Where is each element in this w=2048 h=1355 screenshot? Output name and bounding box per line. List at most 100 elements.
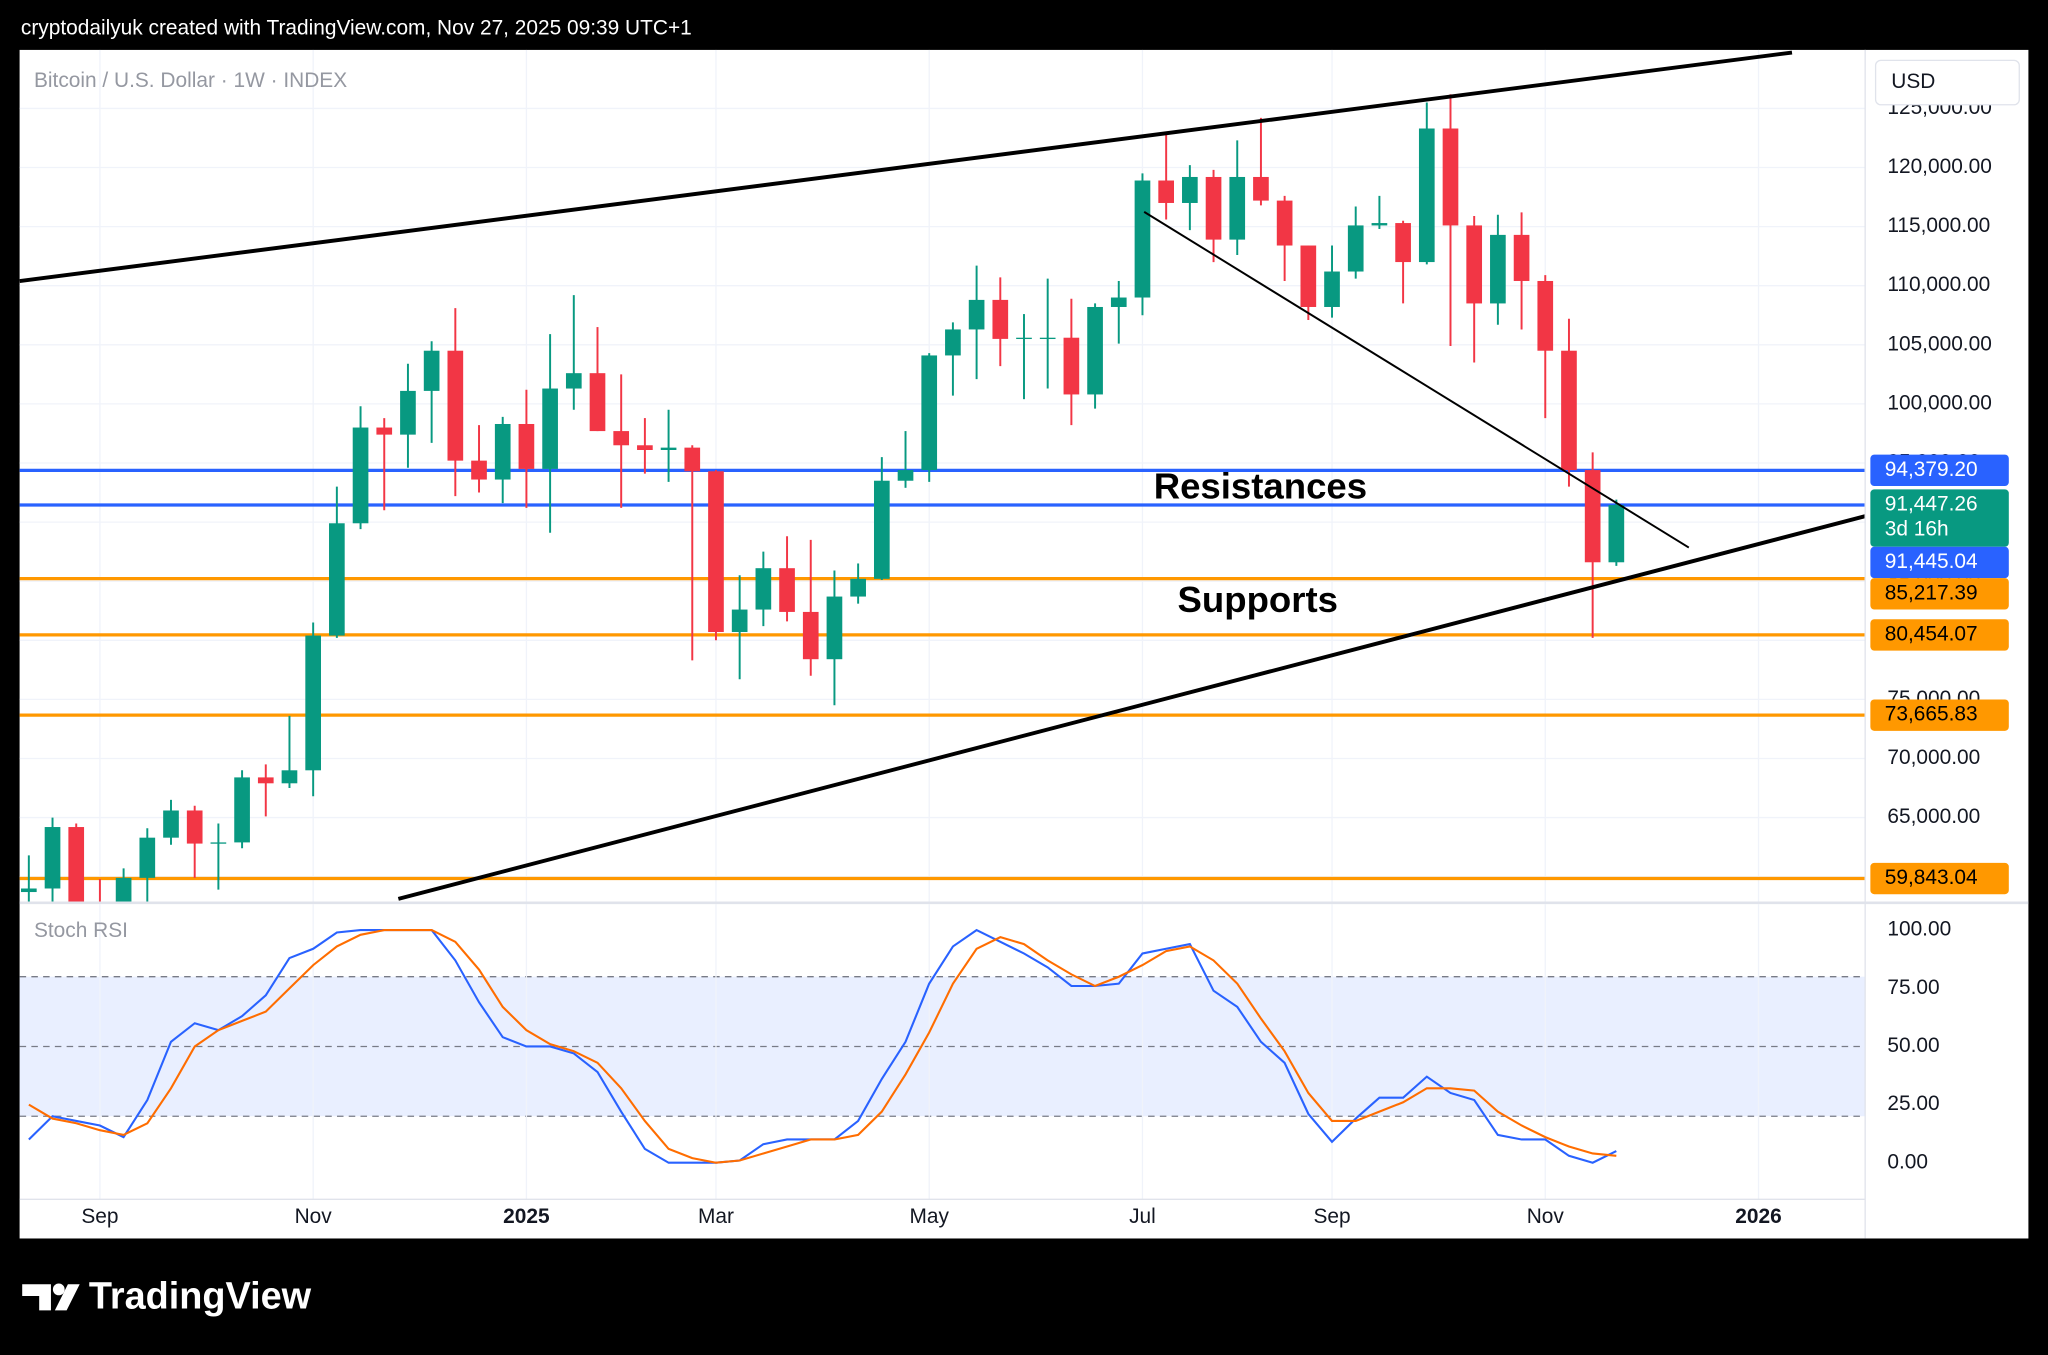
x-tick-label: Sep xyxy=(1313,1205,1350,1228)
candle-body xyxy=(376,427,393,435)
y-tick-label: 110,000.00 xyxy=(1887,273,1990,296)
x-tick-label: Nov xyxy=(295,1205,333,1228)
candle-body xyxy=(1110,297,1127,307)
candle-body xyxy=(826,596,843,660)
candle-body xyxy=(945,329,961,356)
candle-body xyxy=(471,460,487,480)
candle-body xyxy=(850,578,866,597)
last-price-box xyxy=(1870,489,2009,547)
candle-body xyxy=(637,445,653,450)
logo-shape xyxy=(54,1284,80,1311)
y-tick-label: 120,000.00 xyxy=(1887,155,1991,178)
candle-body xyxy=(660,447,677,450)
candle-body xyxy=(115,877,132,902)
logo-shape xyxy=(22,1284,51,1311)
candle-body xyxy=(1253,176,1269,201)
candle-body xyxy=(1418,128,1435,263)
candle-body xyxy=(992,299,1009,339)
y-tick-label: 65,000.00 xyxy=(1887,805,1980,828)
x-tick-label: Nov xyxy=(1527,1205,1565,1228)
y-tick-label: 100.00 xyxy=(1887,918,1951,941)
main-pane xyxy=(19,49,1866,902)
candle-body xyxy=(1395,223,1411,263)
candle-body xyxy=(186,810,203,844)
candle-body xyxy=(1347,225,1364,272)
candle-body xyxy=(139,837,156,878)
candle-body xyxy=(400,390,416,435)
brand-logo xyxy=(22,1283,80,1311)
candle-body xyxy=(708,471,724,633)
candle-body xyxy=(305,635,322,771)
candle-body xyxy=(1371,223,1388,226)
candle-body xyxy=(1300,245,1317,307)
candle-body xyxy=(802,611,819,660)
currency-button[interactable] xyxy=(1874,59,2020,106)
candle-body xyxy=(921,355,938,471)
indicator-title: Stoch RSI xyxy=(34,919,128,942)
candle-body xyxy=(1442,128,1459,226)
candle-body xyxy=(423,350,440,391)
y-tick-label: 105,000.00 xyxy=(1887,332,1991,355)
candle-body xyxy=(1182,176,1198,203)
level-box xyxy=(1870,546,2009,579)
level-box xyxy=(1870,619,2009,651)
x-tick-label: 2026 xyxy=(1735,1205,1781,1228)
level-label: 59,843.04 xyxy=(1885,866,1978,889)
candle-body xyxy=(1324,271,1340,307)
candle-body xyxy=(1229,176,1246,240)
level-box xyxy=(1870,454,2009,487)
candle-body xyxy=(1134,180,1151,298)
candle-body xyxy=(1561,350,1577,471)
candle-body xyxy=(1537,280,1554,351)
candle-body xyxy=(447,350,464,461)
level-label: 80,454.07 xyxy=(1885,622,1978,645)
candle-body xyxy=(234,777,250,843)
candle-body xyxy=(1205,176,1222,240)
candle-body xyxy=(494,423,511,480)
candle-body xyxy=(1039,337,1056,340)
candle-body xyxy=(542,388,558,469)
candle-body xyxy=(1087,306,1103,395)
x-tick-label: May xyxy=(909,1205,949,1228)
x-tick-label: Sep xyxy=(81,1205,118,1228)
candle-body xyxy=(613,431,630,446)
descending-trendline xyxy=(1143,211,1690,549)
lower-trendline xyxy=(397,514,1866,901)
y-tick-label: 100,000.00 xyxy=(1887,391,1991,414)
candle-body xyxy=(1490,234,1506,304)
candle-body xyxy=(1608,504,1625,563)
level-box xyxy=(1870,699,2009,731)
y-tick-label: 0.00 xyxy=(1887,1150,1928,1173)
x-tick-label: Mar xyxy=(698,1205,734,1228)
y-tick-label: 115,000.00 xyxy=(1887,214,1990,237)
y-tick-label: 50.00 xyxy=(1887,1034,1939,1057)
candle-body xyxy=(518,423,535,469)
candle-body xyxy=(1063,337,1080,395)
candle-body xyxy=(1016,337,1032,340)
x-tick-label: Jul xyxy=(1129,1205,1156,1228)
drawings xyxy=(19,50,1866,901)
rsi-pane xyxy=(19,904,1866,1200)
candle-body xyxy=(20,888,37,893)
y-tick-label: 70,000.00 xyxy=(1887,746,1980,769)
candle-body xyxy=(589,373,606,432)
candle-body xyxy=(1584,470,1601,563)
chart-area xyxy=(19,49,2029,1239)
candle-body xyxy=(565,373,582,389)
candle-body xyxy=(1158,180,1174,203)
currency-label[interactable]: USD xyxy=(1891,70,1935,93)
candle-body xyxy=(281,770,298,784)
symbol-title: Bitcoin / U.S. Dollar · 1W · INDEX xyxy=(34,69,347,92)
countdown-label: 3d 16h xyxy=(1885,517,1949,540)
candle-body xyxy=(731,609,748,633)
candle-body xyxy=(873,480,890,579)
candle-body xyxy=(210,842,227,844)
upper-trendline xyxy=(19,50,1793,284)
candle-body xyxy=(897,470,914,481)
candle-body xyxy=(684,447,701,472)
y-tick-label: 25.00 xyxy=(1887,1092,1939,1115)
last-price-label: 91,447.26 xyxy=(1885,493,1978,516)
candle-body xyxy=(329,523,345,636)
